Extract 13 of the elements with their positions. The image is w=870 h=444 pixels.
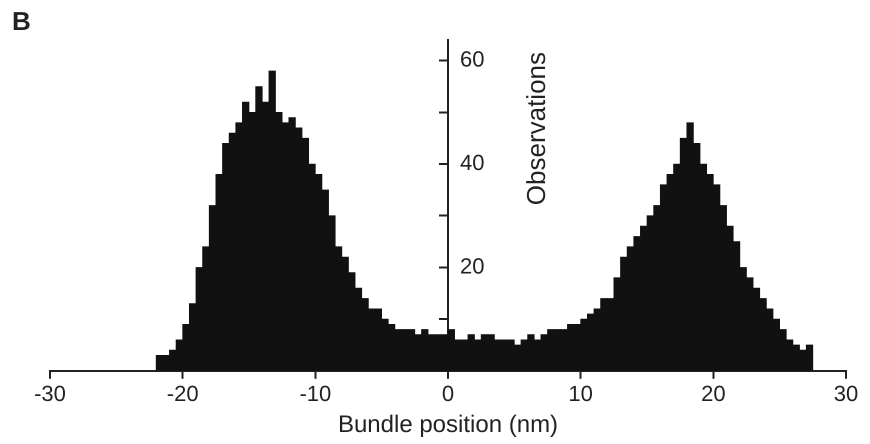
x-tick-label: 20 xyxy=(701,381,726,406)
text: B xyxy=(12,6,31,36)
x-tick-label: -30 xyxy=(34,381,66,406)
x-tick-label: 0 xyxy=(442,381,454,406)
y-axis-title: Observations xyxy=(521,52,552,206)
y-tick-label: 40 xyxy=(460,150,484,176)
y-tick-label: 20 xyxy=(460,253,484,278)
x-tick-label: 10 xyxy=(568,381,593,406)
x-tick-label: 30 xyxy=(834,381,858,406)
x-tick-label: -10 xyxy=(299,381,332,406)
x-tick-label: -20 xyxy=(166,381,199,406)
x-axis-title: Bundle position (nm) xyxy=(338,411,558,438)
y-tick-label: 60 xyxy=(460,46,484,72)
